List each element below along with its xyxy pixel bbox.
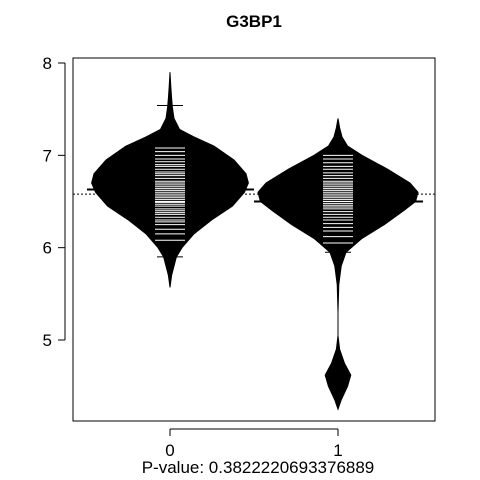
y-axis: 5 6 7 8 — [43, 54, 66, 350]
y-tick-label-8: 8 — [43, 54, 52, 73]
y-tick-label-5: 5 — [43, 331, 52, 350]
y-tick-label-6: 6 — [43, 239, 52, 258]
bean-density-1 — [257, 118, 419, 411]
y-tick-label-7: 7 — [43, 146, 52, 165]
x-tick-label-1: 1 — [333, 441, 342, 460]
x-axis-label: P-value: 0.382222069337688​9 — [142, 458, 375, 477]
chart-title: G3BP1 — [226, 12, 282, 31]
bean-group-0 — [87, 72, 254, 288]
bean-density-0 — [91, 72, 249, 288]
beans-layer — [87, 72, 423, 411]
plot-frame — [72, 57, 436, 422]
x-tick-label-0: 0 — [165, 441, 174, 460]
bean-group-1 — [254, 118, 423, 411]
